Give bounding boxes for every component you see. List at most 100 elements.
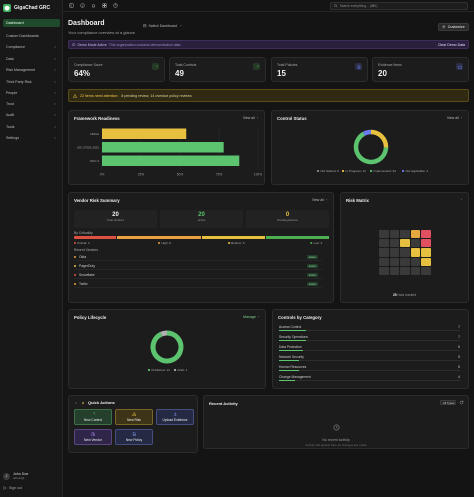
category-bar-fill (279, 340, 307, 342)
risk-cell[interactable] (400, 230, 410, 239)
quick-action-upload-evidence[interactable]: Upload Evidence (156, 409, 194, 425)
activity-type-filter[interactable]: All Types (440, 400, 456, 405)
grid-icon[interactable] (102, 3, 107, 8)
vendor-row[interactable]: PagerDuty active (74, 262, 322, 270)
sidebar-item-label: Trust (6, 102, 15, 106)
sidebar-item-settings[interactable]: Settings (3, 134, 60, 142)
attention-banner[interactable]: 22 items need attention: 8 pending revie… (68, 89, 469, 102)
quick-action-new-control[interactable]: New Control (74, 409, 112, 425)
risk-cell[interactable] (400, 248, 410, 257)
risk-cell[interactable] (400, 266, 410, 275)
user-profile[interactable]: J John Doe admin@... (3, 472, 28, 480)
risk-cell[interactable] (410, 239, 420, 248)
policy-manage-link[interactable]: Manage (243, 315, 260, 319)
risk-cell[interactable] (410, 248, 420, 257)
sidebar-item-compliance[interactable]: Compliance (3, 43, 60, 51)
search-box[interactable] (330, 2, 468, 10)
legend-dot (227, 242, 230, 244)
criticality-legend-item: Medium: 6 (227, 241, 245, 245)
sidebar-item-risk-management[interactable]: Risk Management (3, 66, 60, 74)
sidebar-item-third-party-risk[interactable]: Third Party Risk (3, 78, 60, 86)
quick-action-new-policy[interactable]: New Policy (115, 429, 153, 445)
clear-demo-button[interactable]: Clear Demo Data (437, 42, 465, 47)
risk-cell[interactable] (389, 257, 399, 266)
legend-swatch (369, 169, 373, 173)
control-status-donut: Not Started: 0 In Progress: 13 Implemented… (316, 129, 428, 173)
view-all-label: View all (311, 198, 324, 202)
category-row[interactable]: Data Protection 6 (278, 345, 460, 355)
panel-toggle-icon[interactable] (69, 3, 74, 8)
sidebar-item-tools[interactable]: Tools (3, 123, 60, 131)
quick-action-new-vendor[interactable]: New Vendor (74, 429, 112, 445)
help-icon[interactable] (113, 3, 118, 8)
building-icon (91, 432, 96, 437)
sidebar-item-audit[interactable]: Audit (3, 111, 60, 119)
risk-cell[interactable] (389, 239, 399, 248)
risk-cell[interactable] (400, 239, 410, 248)
stat-card-total-policies[interactable]: Total Policies 15 (271, 57, 368, 82)
category-row[interactable]: Access Control 7 (278, 325, 460, 335)
sidebar-item-trust[interactable]: Trust (3, 100, 60, 108)
sign-out-button[interactable]: Sign out (3, 486, 22, 490)
stat-card-evidence-items[interactable]: Evidence Items 20 (372, 57, 469, 82)
vendor-view-all[interactable]: View all (312, 198, 328, 202)
demo-banner: Demo Mode Active This organization conta… (68, 40, 469, 49)
risk-matrix-link[interactable] (460, 198, 463, 201)
stat-icon-wrapper (253, 63, 260, 70)
logout-icon (3, 486, 7, 490)
refresh-icon[interactable] (459, 400, 464, 405)
chevron-down-icon (53, 45, 57, 49)
risk-cell[interactable] (379, 230, 389, 239)
criticality-segment (202, 236, 265, 239)
category-bar (279, 370, 460, 372)
search-input[interactable] (339, 4, 460, 8)
bell-icon[interactable] (91, 3, 96, 8)
risk-cell[interactable] (389, 266, 399, 275)
risk-cell[interactable] (421, 230, 431, 239)
customize-button[interactable]: Customize (438, 23, 469, 31)
risk-cell[interactable] (379, 266, 389, 275)
risk-cell[interactable] (410, 257, 420, 266)
category-row[interactable]: Network Security 5 (278, 355, 460, 365)
risk-cell[interactable] (410, 266, 420, 275)
legend-dot (310, 242, 313, 244)
chevron-right-icon (460, 117, 462, 119)
sidebar-item-dashboard[interactable]: Dashboard (3, 19, 60, 27)
risk-cell[interactable] (389, 248, 399, 257)
category-row[interactable]: Human Resources 5 (278, 365, 460, 375)
risk-cell[interactable] (410, 230, 420, 239)
stat-card-total-controls[interactable]: Total Controls 49 (169, 57, 266, 82)
vendor-row[interactable]: Twilio active (74, 280, 322, 288)
risk-cell[interactable] (421, 239, 431, 248)
risk-cell[interactable] (389, 230, 399, 239)
vendor-row[interactable]: Okta active (74, 253, 322, 261)
risk-cell[interactable] (421, 248, 431, 257)
risk-cell[interactable] (400, 257, 410, 266)
chevron-left-icon[interactable] (74, 401, 78, 405)
category-row[interactable]: Change Management 4 (278, 375, 460, 385)
category-bar (279, 330, 460, 332)
vendor-row[interactable]: Snowflake active (74, 271, 322, 279)
donut-slice (353, 131, 389, 165)
total-vendors-box: 20 Total Vendors (74, 210, 157, 228)
risk-cell[interactable] (379, 248, 389, 257)
risk-cell[interactable] (379, 239, 389, 248)
policy-lifecycle-donut: Published: 14 Draft: 1 (147, 330, 188, 372)
sidebar-item-label: Settings (6, 136, 19, 140)
sidebar-item-custom-dashboards[interactable]: Custom Dashboards (3, 32, 60, 40)
stat-value: 49 (175, 69, 184, 78)
stat-card-compliance-score[interactable]: Compliance Score 64% (68, 57, 165, 82)
legend-label: Implemented: 34 (374, 169, 397, 173)
control-status-view-all[interactable]: View all (447, 116, 463, 120)
quick-action-new-risk[interactable]: New Risk (115, 409, 153, 425)
sidebar-item-data[interactable]: Data (3, 55, 60, 63)
risk-cell[interactable] (421, 257, 431, 266)
customize-label: Customize (447, 25, 465, 29)
switch-dashboard-button[interactable]: Switch Dashboard (143, 24, 182, 28)
framework-view-all[interactable]: View all (243, 116, 259, 120)
risk-cell[interactable] (421, 266, 431, 275)
risk-cell[interactable] (379, 257, 389, 266)
category-row[interactable]: Security Operations 7 (278, 335, 460, 345)
info-icon[interactable] (80, 3, 85, 8)
sidebar-item-people[interactable]: People (3, 89, 60, 97)
